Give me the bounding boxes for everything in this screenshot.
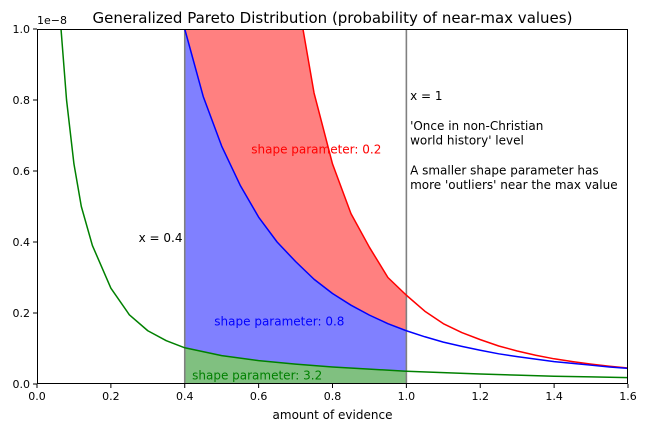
x-tick-label: 0.2 xyxy=(102,390,120,403)
x-tick-label: 0.6 xyxy=(250,390,268,403)
series-line-08 xyxy=(184,29,628,370)
series-line-32 xyxy=(60,29,628,379)
y-axis-scale-label: 1e−8 xyxy=(37,14,67,27)
y-tick-label: 1.0 xyxy=(13,23,31,36)
x-tick-label: 1.4 xyxy=(545,390,563,403)
x-tick-label: 0.8 xyxy=(324,390,342,403)
annotation-text: A smaller shape parameter has xyxy=(410,164,599,178)
x-axis-label: amount of evidence xyxy=(273,408,393,422)
annotation-text: world history' level xyxy=(410,133,524,147)
chart-title: Generalized Pareto Distribution (probabi… xyxy=(93,9,573,27)
y-tick-label: 0.6 xyxy=(13,165,31,178)
y-tick-label: 0.4 xyxy=(13,236,31,249)
x-tick-label: 0.4 xyxy=(176,390,194,403)
y-tick-label: 0.0 xyxy=(13,378,31,391)
annotation-text: 'Once in non-Christian xyxy=(410,119,543,133)
x-tick-label: 1.2 xyxy=(472,390,490,403)
x-tick-label: 1.6 xyxy=(619,390,637,403)
fill-area-32 xyxy=(184,347,407,384)
annotation-text: shape parameter: 0.8 xyxy=(214,314,344,328)
plot-frame xyxy=(37,29,628,384)
annotation-text: x = 0.4 xyxy=(139,231,183,245)
x-tick-label: 1.0 xyxy=(398,390,416,403)
fill-area-08 xyxy=(184,29,407,384)
x-tick-label: 0.0 xyxy=(28,390,46,403)
annotation-text: more 'outliers' near the max value xyxy=(410,178,618,192)
y-tick-label: 0.2 xyxy=(13,307,31,320)
y-tick-label: 0.8 xyxy=(13,94,31,107)
series-line-02 xyxy=(302,29,628,369)
annotation-text: x = 1 xyxy=(410,89,442,103)
annotation-text: shape parameter: 3.2 xyxy=(192,369,322,383)
annotation-text: shape parameter: 0.2 xyxy=(251,142,381,156)
